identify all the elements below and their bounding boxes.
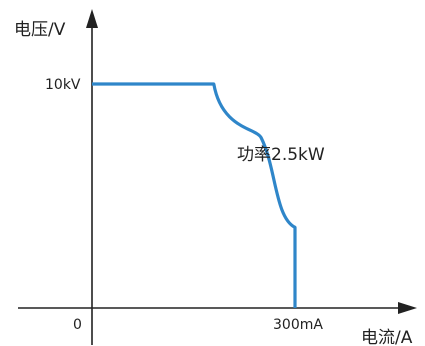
y-axis-arrow: [86, 9, 98, 28]
power-annotation: 功率2.5kW: [237, 145, 325, 165]
x-tick-label: 300mA: [273, 317, 323, 333]
origin-label: 0: [73, 317, 82, 333]
x-axis-label: 电流/A: [361, 328, 413, 346]
y-axis-label: 电压/V: [14, 20, 66, 40]
x-axis-arrow: [398, 302, 417, 314]
y-tick-label: 10kV: [45, 77, 81, 93]
series-curve: [92, 82, 297, 308]
